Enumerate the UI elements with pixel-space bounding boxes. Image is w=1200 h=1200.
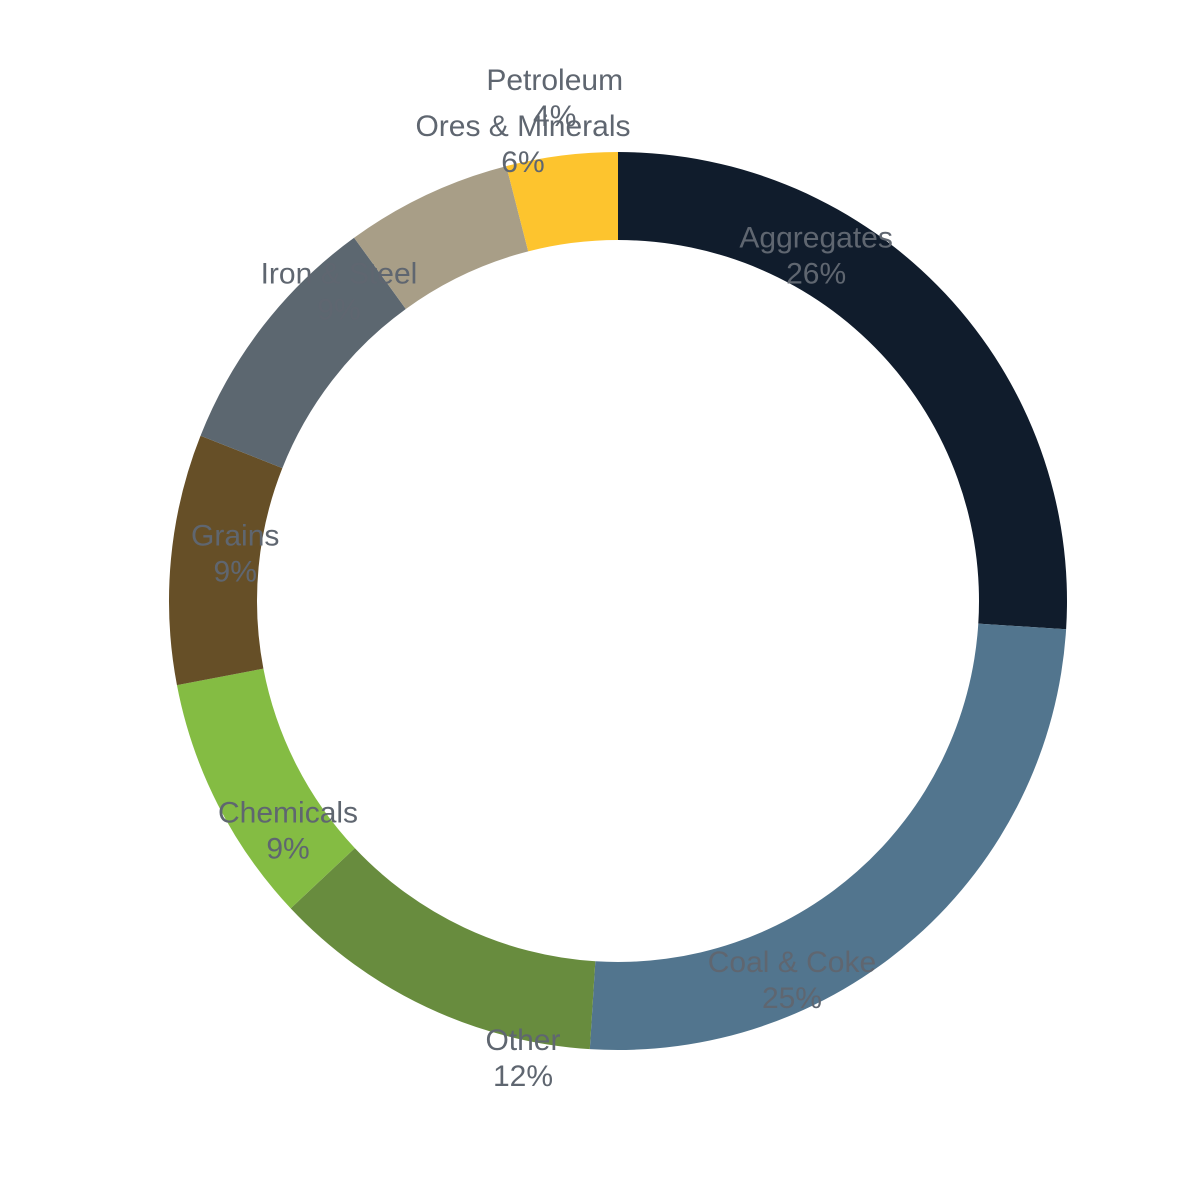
slice-label: Coal & Coke 25%	[708, 946, 876, 1015]
slice-percent-label: 12%	[493, 1060, 553, 1093]
slice-chemicals	[176, 668, 355, 909]
slice-percent-label: 6%	[501, 146, 544, 179]
slice-petroleum	[506, 152, 618, 252]
slice-category-label: Iron & Steel	[261, 257, 418, 290]
slice-aggregates	[618, 152, 1067, 630]
slice-percent-label: 9%	[214, 555, 257, 588]
slice-label: Ores & Minerals 6%	[415, 110, 630, 179]
slice-label: Aggregates 26%	[739, 221, 892, 290]
slice-coal-coke	[589, 623, 1067, 1050]
slice-label: Iron & Steel 9%	[261, 257, 418, 326]
slice-labels: Aggregates 26% Coal & Coke 25% Other 12% Chemi…	[191, 64, 893, 1093]
slice-label: Other 12%	[485, 1024, 560, 1093]
slice-iron-steel	[200, 237, 406, 469]
donut-slices	[169, 152, 1067, 1050]
slice-percent-label: 26%	[786, 257, 846, 290]
slice-category-label: Chemicals	[218, 796, 358, 829]
slice-percent-label: 4%	[533, 100, 576, 133]
slice-percent-label: 25%	[762, 982, 822, 1015]
slice-category-label: Coal & Coke	[708, 946, 876, 979]
slice-label: Grains 9%	[191, 519, 279, 588]
slice-label: Petroleum 4%	[486, 64, 623, 133]
slice-ores-minerals	[354, 166, 529, 309]
slice-category-label: Grains	[191, 519, 279, 552]
slice-category-label: Other	[485, 1024, 560, 1057]
slice-category-label: Aggregates	[739, 221, 892, 254]
slice-category-label: Ores & Minerals	[415, 110, 630, 143]
slice-percent-label: 9%	[317, 293, 360, 326]
slice-category-label: Petroleum	[486, 64, 623, 97]
slice-other	[290, 848, 596, 1050]
slice-label: Chemicals 9%	[218, 796, 358, 865]
slice-percent-label: 9%	[266, 832, 309, 865]
slice-grains	[169, 435, 283, 686]
